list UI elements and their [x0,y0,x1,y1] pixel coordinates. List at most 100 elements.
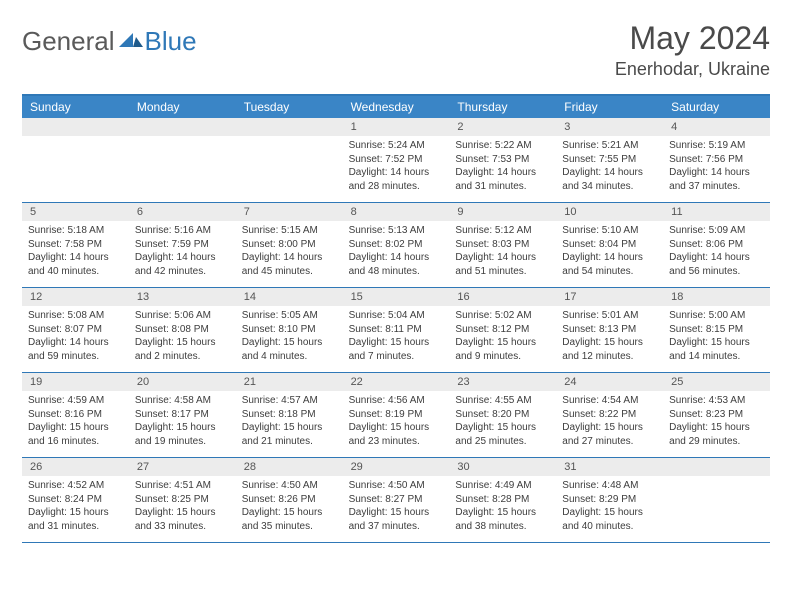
day-cell [22,118,129,202]
sunset-line: Sunset: 8:23 PM [669,408,764,422]
daylight-line: Daylight: 14 hours and 56 minutes. [669,251,764,278]
day-number: 10 [556,203,663,221]
sunset-line: Sunset: 8:00 PM [242,238,337,252]
sunrise-line: Sunrise: 4:54 AM [562,394,657,408]
day-number: 31 [556,458,663,476]
day-cell: 12Sunrise: 5:08 AMSunset: 8:07 PMDayligh… [22,288,129,372]
sunrise-line: Sunrise: 5:08 AM [28,309,123,323]
daylight-line: Daylight: 14 hours and 51 minutes. [455,251,550,278]
day-cell [663,458,770,542]
daylight-line: Daylight: 15 hours and 27 minutes. [562,421,657,448]
daylight-line: Daylight: 15 hours and 16 minutes. [28,421,123,448]
sunset-line: Sunset: 8:06 PM [669,238,764,252]
day-body: Sunrise: 5:24 AMSunset: 7:52 PMDaylight:… [343,136,450,198]
daylight-line: Daylight: 15 hours and 7 minutes. [349,336,444,363]
logo: General Blue [22,26,197,57]
day-number [236,118,343,136]
sunset-line: Sunset: 8:11 PM [349,323,444,337]
daylight-line: Daylight: 14 hours and 48 minutes. [349,251,444,278]
sunrise-line: Sunrise: 4:50 AM [242,479,337,493]
day-number [22,118,129,136]
day-number: 18 [663,288,770,306]
sunset-line: Sunset: 8:07 PM [28,323,123,337]
day-number: 21 [236,373,343,391]
day-body: Sunrise: 5:18 AMSunset: 7:58 PMDaylight:… [22,221,129,283]
daylight-line: Daylight: 15 hours and 23 minutes. [349,421,444,448]
day-cell: 2Sunrise: 5:22 AMSunset: 7:53 PMDaylight… [449,118,556,202]
day-cell [236,118,343,202]
daylight-line: Daylight: 14 hours and 54 minutes. [562,251,657,278]
sunset-line: Sunset: 8:29 PM [562,493,657,507]
day-body: Sunrise: 5:16 AMSunset: 7:59 PMDaylight:… [129,221,236,283]
daylight-line: Daylight: 15 hours and 25 minutes. [455,421,550,448]
sunrise-line: Sunrise: 4:48 AM [562,479,657,493]
daylight-line: Daylight: 14 hours and 42 minutes. [135,251,230,278]
sunrise-line: Sunrise: 5:19 AM [669,139,764,153]
sunset-line: Sunset: 8:22 PM [562,408,657,422]
sunset-line: Sunset: 8:28 PM [455,493,550,507]
logo-mark-icon [119,29,143,54]
day-cell: 8Sunrise: 5:13 AMSunset: 8:02 PMDaylight… [343,203,450,287]
day-body: Sunrise: 5:02 AMSunset: 8:12 PMDaylight:… [449,306,556,368]
sunrise-line: Sunrise: 4:49 AM [455,479,550,493]
day-number: 26 [22,458,129,476]
daylight-line: Daylight: 15 hours and 37 minutes. [349,506,444,533]
day-body: Sunrise: 4:49 AMSunset: 8:28 PMDaylight:… [449,476,556,538]
day-cell: 20Sunrise: 4:58 AMSunset: 8:17 PMDayligh… [129,373,236,457]
day-body: Sunrise: 4:59 AMSunset: 8:16 PMDaylight:… [22,391,129,453]
day-cell: 16Sunrise: 5:02 AMSunset: 8:12 PMDayligh… [449,288,556,372]
day-number: 19 [22,373,129,391]
day-body: Sunrise: 5:21 AMSunset: 7:55 PMDaylight:… [556,136,663,198]
sunset-line: Sunset: 7:52 PM [349,153,444,167]
day-cell: 3Sunrise: 5:21 AMSunset: 7:55 PMDaylight… [556,118,663,202]
sunset-line: Sunset: 8:10 PM [242,323,337,337]
daylight-line: Daylight: 15 hours and 33 minutes. [135,506,230,533]
sunset-line: Sunset: 8:25 PM [135,493,230,507]
daylight-line: Daylight: 14 hours and 59 minutes. [28,336,123,363]
sunrise-line: Sunrise: 5:15 AM [242,224,337,238]
day-cell: 27Sunrise: 4:51 AMSunset: 8:25 PMDayligh… [129,458,236,542]
day-body: Sunrise: 5:10 AMSunset: 8:04 PMDaylight:… [556,221,663,283]
calendar: SundayMondayTuesdayWednesdayThursdayFrid… [22,94,770,543]
day-number: 1 [343,118,450,136]
weekday-header-row: SundayMondayTuesdayWednesdayThursdayFrid… [22,96,770,118]
daylight-line: Daylight: 15 hours and 31 minutes. [28,506,123,533]
day-number: 22 [343,373,450,391]
sunset-line: Sunset: 7:56 PM [669,153,764,167]
weekday-header: Saturday [663,96,770,118]
daylight-line: Daylight: 15 hours and 19 minutes. [135,421,230,448]
sunset-line: Sunset: 8:26 PM [242,493,337,507]
title-block: May 2024 Enerhodar, Ukraine [615,20,770,80]
day-cell: 11Sunrise: 5:09 AMSunset: 8:06 PMDayligh… [663,203,770,287]
day-cell: 23Sunrise: 4:55 AMSunset: 8:20 PMDayligh… [449,373,556,457]
logo-text-general: General [22,26,115,57]
day-number: 14 [236,288,343,306]
day-body: Sunrise: 5:01 AMSunset: 8:13 PMDaylight:… [556,306,663,368]
sunrise-line: Sunrise: 5:10 AM [562,224,657,238]
weekday-header: Sunday [22,96,129,118]
day-body: Sunrise: 4:56 AMSunset: 8:19 PMDaylight:… [343,391,450,453]
day-cell: 14Sunrise: 5:05 AMSunset: 8:10 PMDayligh… [236,288,343,372]
daylight-line: Daylight: 15 hours and 40 minutes. [562,506,657,533]
sunset-line: Sunset: 7:59 PM [135,238,230,252]
sunset-line: Sunset: 8:20 PM [455,408,550,422]
day-number: 3 [556,118,663,136]
day-number: 16 [449,288,556,306]
day-number: 13 [129,288,236,306]
day-cell: 18Sunrise: 5:00 AMSunset: 8:15 PMDayligh… [663,288,770,372]
logo-text-blue: Blue [145,26,197,57]
sunrise-line: Sunrise: 5:18 AM [28,224,123,238]
day-body: Sunrise: 5:13 AMSunset: 8:02 PMDaylight:… [343,221,450,283]
sunset-line: Sunset: 8:24 PM [28,493,123,507]
daylight-line: Daylight: 15 hours and 14 minutes. [669,336,764,363]
daylight-line: Daylight: 15 hours and 29 minutes. [669,421,764,448]
day-cell: 7Sunrise: 5:15 AMSunset: 8:00 PMDaylight… [236,203,343,287]
day-cell: 28Sunrise: 4:50 AMSunset: 8:26 PMDayligh… [236,458,343,542]
day-body: Sunrise: 5:12 AMSunset: 8:03 PMDaylight:… [449,221,556,283]
day-cell: 4Sunrise: 5:19 AMSunset: 7:56 PMDaylight… [663,118,770,202]
day-body: Sunrise: 4:50 AMSunset: 8:26 PMDaylight:… [236,476,343,538]
day-cell: 25Sunrise: 4:53 AMSunset: 8:23 PMDayligh… [663,373,770,457]
day-cell: 15Sunrise: 5:04 AMSunset: 8:11 PMDayligh… [343,288,450,372]
daylight-line: Daylight: 15 hours and 2 minutes. [135,336,230,363]
day-number: 9 [449,203,556,221]
